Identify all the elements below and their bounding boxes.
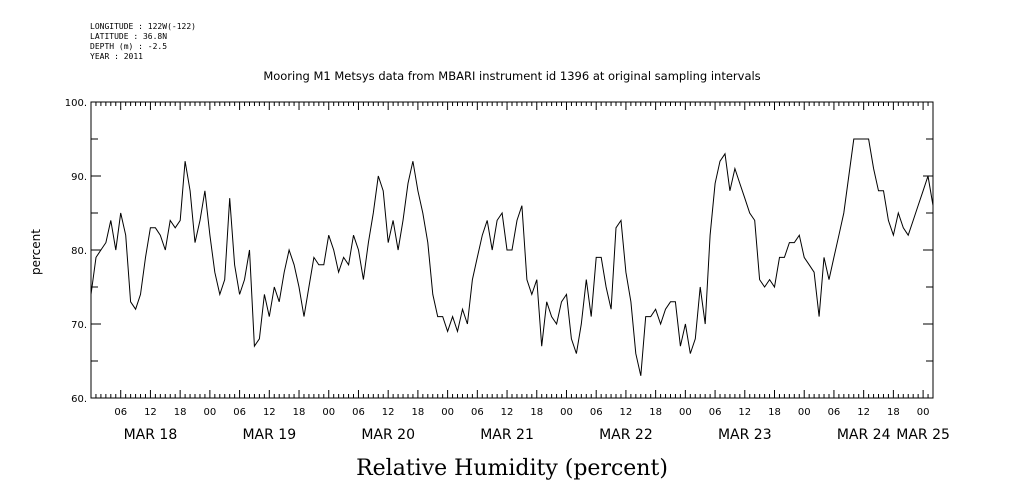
x-date-label: MAR 22 bbox=[599, 427, 653, 443]
x-date-label: MAR 21 bbox=[480, 427, 534, 443]
x-tick-label: 12 bbox=[620, 407, 633, 418]
x-date-label: MAR 19 bbox=[242, 427, 296, 443]
x-tick-label: 00 bbox=[798, 407, 811, 418]
x-tick-label: 00 bbox=[560, 407, 573, 418]
x-tick-label: 18 bbox=[293, 407, 306, 418]
x-tick-label: 06 bbox=[471, 407, 484, 418]
metadata-block: LONGITUDE : 122W(-122) LATITUDE : 36.8N … bbox=[90, 22, 196, 62]
metadata-longitude: LONGITUDE : 122W(-122) bbox=[90, 22, 196, 31]
y-tick-label: 100. bbox=[65, 98, 87, 109]
x-tick-label: 00 bbox=[322, 407, 335, 418]
humidity-series-line bbox=[90, 138, 934, 376]
x-tick-label: 00 bbox=[679, 407, 692, 418]
x-tick-label: 12 bbox=[501, 407, 514, 418]
x-tick-label: 12 bbox=[857, 407, 870, 418]
y-tick-label: 60. bbox=[71, 394, 87, 405]
x-tick-label: 18 bbox=[412, 407, 425, 418]
x-tick-label: 12 bbox=[144, 407, 157, 418]
y-tick-label: 90. bbox=[71, 172, 87, 183]
y-axis-label: percent bbox=[29, 229, 43, 275]
x-tick-label: 18 bbox=[649, 407, 662, 418]
x-date-label: MAR 24 bbox=[837, 427, 891, 443]
x-date-label: MAR 18 bbox=[124, 427, 178, 443]
x-tick-label: 06 bbox=[352, 407, 365, 418]
metadata-latitude: LATITUDE : 36.8N bbox=[90, 32, 168, 41]
x-tick-label: 06 bbox=[709, 407, 722, 418]
x-axis-label: Relative Humidity (percent) bbox=[356, 456, 668, 481]
x-tick-label: 18 bbox=[887, 407, 900, 418]
x-tick-label: 06 bbox=[233, 407, 246, 418]
metadata-depth: DEPTH (m) : -2.5 bbox=[90, 42, 168, 51]
y-tick-label: 80. bbox=[71, 246, 87, 257]
x-tick-label: 12 bbox=[263, 407, 276, 418]
x-date-label: MAR 25 bbox=[896, 427, 950, 443]
x-tick-label: 12 bbox=[382, 407, 395, 418]
x-tick-label: 06 bbox=[114, 407, 127, 418]
y-tick-label: 70. bbox=[71, 320, 87, 331]
x-tick-label: 00 bbox=[204, 407, 217, 418]
x-tick-label: 06 bbox=[828, 407, 841, 418]
x-tick-label: 18 bbox=[174, 407, 187, 418]
x-tick-label: 18 bbox=[768, 407, 781, 418]
plot-area: 06 12 18 00 06 12 18 00 06 12 18 00 06 12 18 00 06 12 18 00… bbox=[65, 98, 950, 443]
x-date-label: MAR 20 bbox=[361, 427, 415, 443]
x-tick-label: 00 bbox=[441, 407, 454, 418]
x-date-label: MAR 23 bbox=[718, 427, 772, 443]
x-tick-label: 06 bbox=[590, 407, 603, 418]
x-tick-label: 00 bbox=[917, 407, 930, 418]
x-tick-label: 12 bbox=[738, 407, 751, 418]
x-tick-label: 18 bbox=[530, 407, 543, 418]
metadata-year: YEAR : 2011 bbox=[90, 52, 143, 61]
chart-title: Mooring M1 Metsys data from MBARI instru… bbox=[263, 69, 760, 83]
